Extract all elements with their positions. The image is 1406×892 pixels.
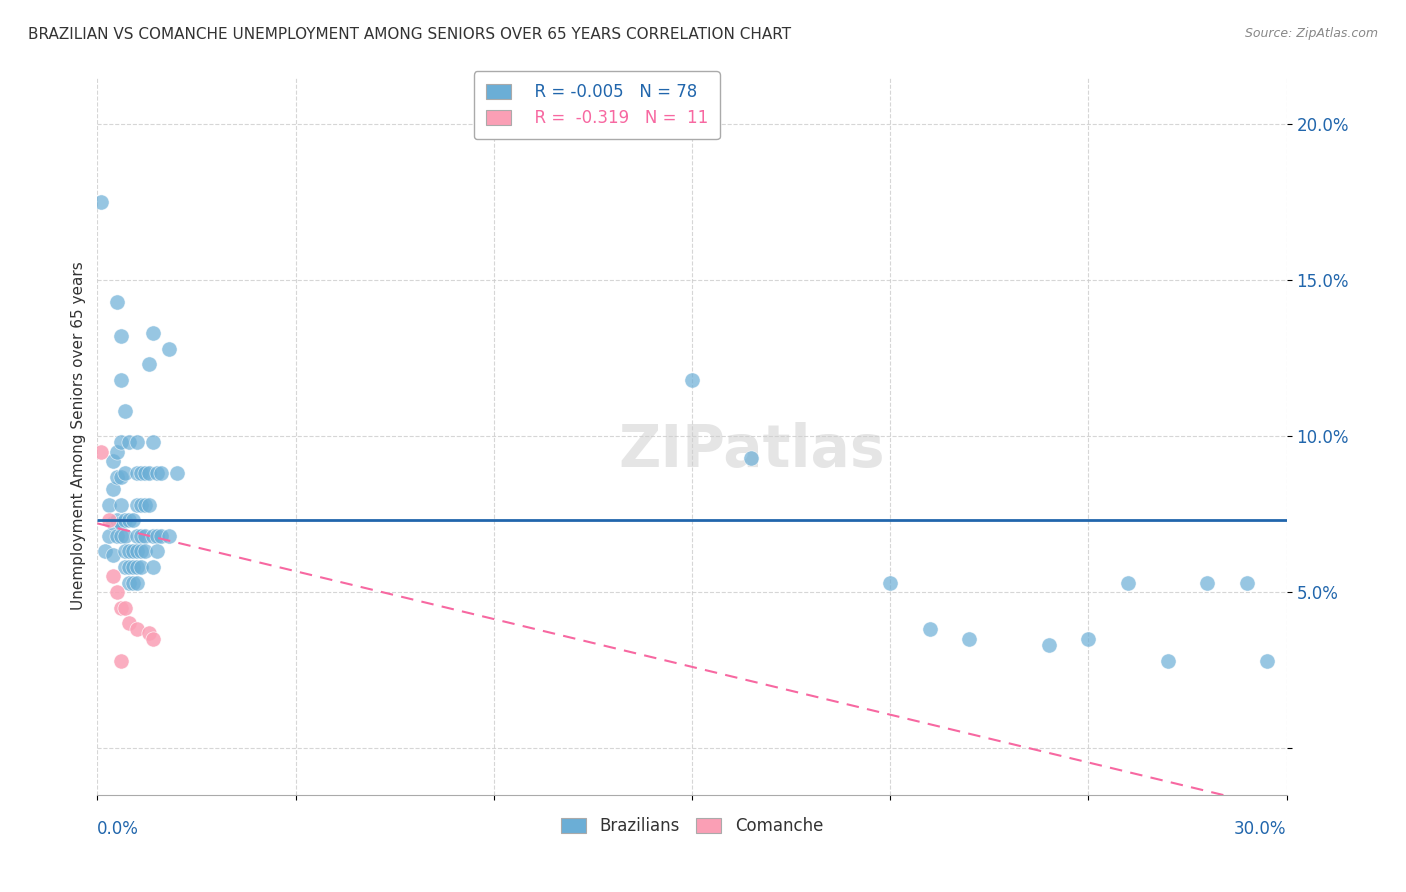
Point — [94, 544, 117, 558]
Point — [110, 435, 132, 450]
Point — [142, 326, 165, 340]
Point — [125, 498, 148, 512]
Point — [134, 544, 156, 558]
Point — [125, 529, 148, 543]
Point — [149, 529, 172, 543]
Point — [681, 373, 703, 387]
Point — [1116, 575, 1139, 590]
Point — [125, 560, 148, 574]
Point — [118, 435, 141, 450]
Text: 30.0%: 30.0% — [1234, 820, 1286, 838]
Point — [103, 516, 125, 531]
Point — [125, 623, 148, 637]
Point — [114, 529, 136, 543]
Point — [138, 625, 160, 640]
Point — [879, 575, 901, 590]
Point — [129, 560, 152, 574]
Point — [146, 467, 169, 481]
Point — [134, 529, 156, 543]
Point — [114, 600, 136, 615]
Point — [125, 435, 148, 450]
Point — [129, 498, 152, 512]
Point — [118, 560, 141, 574]
Point — [105, 585, 128, 599]
Point — [114, 404, 136, 418]
Point — [103, 548, 125, 562]
Point — [129, 544, 152, 558]
Point — [118, 544, 141, 558]
Point — [146, 544, 169, 558]
Y-axis label: Unemployment Among Seniors over 65 years: Unemployment Among Seniors over 65 years — [72, 261, 86, 610]
Point — [157, 529, 180, 543]
Point — [122, 513, 145, 527]
Point — [138, 498, 160, 512]
Point — [142, 632, 165, 646]
Point — [110, 373, 132, 387]
Point — [1256, 654, 1278, 668]
Point — [122, 560, 145, 574]
Point — [110, 529, 132, 543]
Point — [129, 467, 152, 481]
Point — [114, 467, 136, 481]
Point — [740, 450, 762, 465]
Point — [122, 575, 145, 590]
Point — [103, 569, 125, 583]
Point — [142, 560, 165, 574]
Point — [110, 516, 132, 531]
Point — [122, 544, 145, 558]
Point — [138, 357, 160, 371]
Point — [105, 513, 128, 527]
Point — [125, 575, 148, 590]
Text: BRAZILIAN VS COMANCHE UNEMPLOYMENT AMONG SENIORS OVER 65 YEARS CORRELATION CHART: BRAZILIAN VS COMANCHE UNEMPLOYMENT AMONG… — [28, 27, 792, 42]
Point — [118, 513, 141, 527]
Point — [1077, 632, 1099, 646]
Text: Source: ZipAtlas.com: Source: ZipAtlas.com — [1244, 27, 1378, 40]
Point — [125, 467, 148, 481]
Text: ZIPatlas: ZIPatlas — [619, 422, 884, 479]
Point — [114, 544, 136, 558]
Point — [110, 498, 132, 512]
Point — [142, 435, 165, 450]
Point — [134, 467, 156, 481]
Point — [157, 342, 180, 356]
Point — [125, 544, 148, 558]
Point — [1236, 575, 1258, 590]
Point — [110, 654, 132, 668]
Point — [114, 513, 136, 527]
Point — [134, 498, 156, 512]
Point — [149, 467, 172, 481]
Point — [98, 498, 121, 512]
Point — [114, 560, 136, 574]
Point — [98, 513, 121, 527]
Point — [105, 529, 128, 543]
Point — [103, 482, 125, 496]
Point — [146, 529, 169, 543]
Point — [118, 616, 141, 631]
Point — [110, 469, 132, 483]
Point — [90, 195, 112, 210]
Point — [105, 469, 128, 483]
Point — [1156, 654, 1178, 668]
Point — [166, 467, 188, 481]
Point — [105, 444, 128, 458]
Point — [959, 632, 981, 646]
Text: 0.0%: 0.0% — [97, 820, 139, 838]
Point — [110, 600, 132, 615]
Point — [142, 529, 165, 543]
Point — [98, 529, 121, 543]
Legend: Brazilians, Comanche: Brazilians, Comanche — [553, 809, 831, 844]
Point — [138, 467, 160, 481]
Point — [90, 444, 112, 458]
Point — [110, 329, 132, 343]
Point — [105, 295, 128, 310]
Point — [103, 454, 125, 468]
Point — [118, 575, 141, 590]
Point — [129, 529, 152, 543]
Point — [1038, 638, 1060, 652]
Point — [918, 623, 941, 637]
Point — [1197, 575, 1219, 590]
